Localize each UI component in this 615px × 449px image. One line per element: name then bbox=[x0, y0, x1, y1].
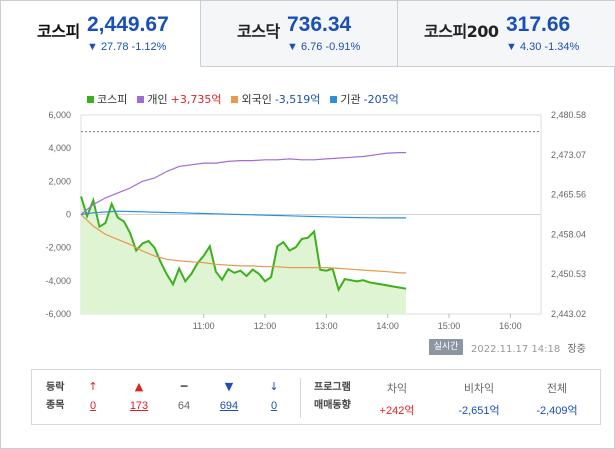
right-axis-tick: 2,473.07 bbox=[551, 150, 586, 160]
legend-label: 기관 bbox=[340, 93, 361, 106]
updown-label-line1: 등락 bbox=[46, 382, 65, 393]
tab-kosdaq[interactable]: 코스닥 736.34 ▼ 6.76 -0.91% bbox=[201, 1, 398, 67]
program-label-line1: 프로그램 bbox=[314, 382, 351, 393]
market-state: 장중 bbox=[567, 344, 586, 355]
right-axis-tick: 2,458.04 bbox=[551, 229, 586, 239]
tab-change: ▼ 6.76 -0.91% bbox=[287, 41, 361, 53]
program-non-arbitrage: 비차익 -2,651억 bbox=[444, 380, 514, 418]
legend-swatch bbox=[137, 95, 145, 103]
legend-swatch bbox=[87, 95, 94, 103]
series-line-개인 bbox=[80, 152, 407, 215]
legend-value: +3,735억 bbox=[170, 93, 222, 106]
tab-name: 코스피 bbox=[37, 22, 80, 41]
x-axis-tick: 15:00 bbox=[438, 321, 461, 331]
market-breadth-panel: 등락 종목 ↑ 0 ▲ 173 ━ 64 ▼ 694 ↓ 0 프로그램 매매동향 bbox=[31, 369, 601, 425]
legend-kospi[interactable]: 코스피 bbox=[87, 91, 127, 107]
legend-institution[interactable]: 기관 -205억 bbox=[330, 91, 399, 107]
realtime-badge: 실시간 bbox=[429, 339, 463, 355]
index-tabs: 코스피 2,449.67 ▼ 27.78 -1.12% 코스닥 736.34 ▼… bbox=[1, 1, 615, 67]
upper-limit-icon: ↑ bbox=[88, 380, 98, 393]
program-total: 전체 -2,409억 bbox=[520, 380, 594, 418]
x-axis-tick: 12:00 bbox=[254, 321, 277, 331]
flat-count: 64 bbox=[177, 400, 191, 412]
left-axis-tick: 0 bbox=[66, 210, 71, 220]
timestamp-text: 2022.11.17 14:18 bbox=[471, 344, 561, 355]
program-col-value: +242억 bbox=[379, 405, 415, 417]
legend-foreign[interactable]: 외국인 -3,519억 bbox=[231, 91, 320, 107]
lower-limit-icon: ↓ bbox=[269, 380, 279, 393]
series-line-기관 bbox=[80, 210, 407, 219]
left-axis-tick: -6,000 bbox=[45, 309, 71, 319]
panel-divider bbox=[300, 378, 301, 418]
tab-kospi[interactable]: 코스피 2,449.67 ▼ 27.78 -1.12% bbox=[1, 1, 201, 67]
tab-kospi200[interactable]: 코스피200 317.66 ▼ 4.30 -1.34% bbox=[398, 1, 615, 67]
right-axis-tick: 2,480.58 bbox=[551, 110, 586, 120]
tab-name: 코스닥 bbox=[237, 22, 280, 41]
left-axis-tick: -4,000 bbox=[45, 276, 71, 286]
updown-label: 등락 종목 bbox=[46, 379, 64, 415]
x-axis-tick: 13:00 bbox=[315, 321, 338, 331]
lower-limit-count[interactable]: 0 bbox=[270, 400, 278, 412]
x-axis-tick: 11:00 bbox=[193, 321, 215, 331]
updown-flat: ━ 64 bbox=[169, 380, 199, 412]
timestamp: 2022.11.17 14:18 장중 bbox=[471, 340, 586, 355]
tab-value: 736.34 bbox=[287, 13, 352, 36]
legend-label: 개인 bbox=[147, 93, 168, 106]
tab-name: 코스피200 bbox=[424, 22, 499, 41]
legend-label: 외국인 bbox=[241, 93, 272, 106]
program-col-header: 차익 bbox=[386, 382, 408, 395]
x-axis-tick: 14:00 bbox=[376, 321, 399, 331]
program-col-value: -2,409억 bbox=[536, 405, 578, 417]
left-axis-tick: -2,000 bbox=[45, 243, 71, 253]
left-axis-tick: 4,000 bbox=[48, 143, 71, 153]
updown-upper-limit: ↑ 0 bbox=[78, 380, 108, 412]
right-axis-tick: 2,443.02 bbox=[551, 309, 586, 319]
legend-swatch bbox=[330, 95, 338, 103]
program-col-header: 비차익 bbox=[463, 382, 495, 395]
chart-legend: 코스피 개인 +3,735억 외국인 -3,519억 기관 -205억 bbox=[87, 91, 399, 107]
left-axis-tick: 2,000 bbox=[48, 176, 71, 186]
right-axis-tick: 2,450.53 bbox=[551, 269, 586, 279]
rise-icon: ▲ bbox=[134, 380, 144, 393]
legend-label: 코스피 bbox=[97, 93, 128, 106]
right-axis-tick: 2,465.56 bbox=[551, 190, 586, 200]
updown-lower-limit: ↓ 0 bbox=[259, 380, 289, 412]
x-axis-tick: 16:00 bbox=[499, 321, 522, 331]
program-col-value: -2,651억 bbox=[458, 405, 500, 417]
updown-label-line2: 종목 bbox=[46, 400, 65, 411]
program-arbitrage: 차익 +242억 bbox=[372, 380, 422, 418]
legend-swatch bbox=[231, 95, 239, 103]
investor-trend-chart: 6,000 4,000 2,000 0 -2,000 -4,000 -6,000 2,480.… bbox=[45, 110, 586, 331]
legend-value: -205억 bbox=[363, 93, 399, 106]
program-label-line2: 매매동향 bbox=[314, 400, 351, 411]
left-axis-tick: 6,000 bbox=[48, 110, 71, 120]
tab-value: 2,449.67 bbox=[87, 13, 169, 36]
upper-limit-count[interactable]: 0 bbox=[89, 400, 97, 412]
legend-value: -3,519억 bbox=[274, 93, 321, 106]
tab-change: ▼ 4.30 -1.34% bbox=[506, 41, 580, 53]
updown-rise: ▲ 173 bbox=[124, 380, 154, 412]
fall-icon: ▼ bbox=[224, 380, 234, 393]
flat-icon: ━ bbox=[180, 380, 188, 393]
fall-count[interactable]: 694 bbox=[219, 400, 239, 412]
updown-fall: ▼ 694 bbox=[214, 380, 244, 412]
kospi-area-fill bbox=[81, 196, 407, 314]
series-line-외국인 bbox=[80, 214, 407, 274]
legend-individual[interactable]: 개인 +3,735억 bbox=[137, 91, 221, 107]
tab-value: 317.66 bbox=[506, 13, 571, 36]
program-trading-label: 프로그램 매매동향 bbox=[314, 379, 351, 415]
tab-change: ▼ 27.78 -1.12% bbox=[87, 41, 167, 53]
program-col-header: 전체 bbox=[546, 382, 568, 395]
rise-count[interactable]: 173 bbox=[129, 400, 149, 412]
